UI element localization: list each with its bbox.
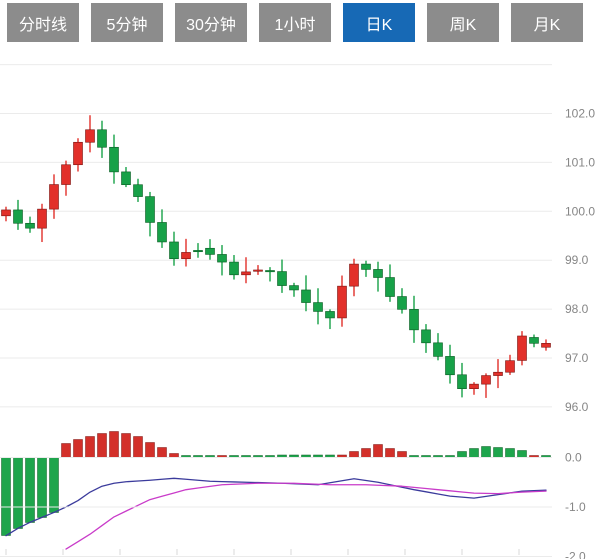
svg-text:97.0: 97.0: [565, 351, 589, 365]
svg-text:99.0: 99.0: [565, 253, 589, 267]
svg-text:96.0: 96.0: [565, 400, 589, 414]
svg-text:102.0: 102.0: [565, 107, 595, 121]
svg-text:98.0: 98.0: [565, 302, 589, 316]
svg-text:101.0: 101.0: [565, 155, 595, 169]
svg-text:-1.0: -1.0: [565, 500, 586, 514]
svg-text:-2.0: -2.0: [565, 550, 586, 559]
svg-text:100.0: 100.0: [565, 204, 595, 218]
svg-text:0.0: 0.0: [565, 451, 582, 465]
